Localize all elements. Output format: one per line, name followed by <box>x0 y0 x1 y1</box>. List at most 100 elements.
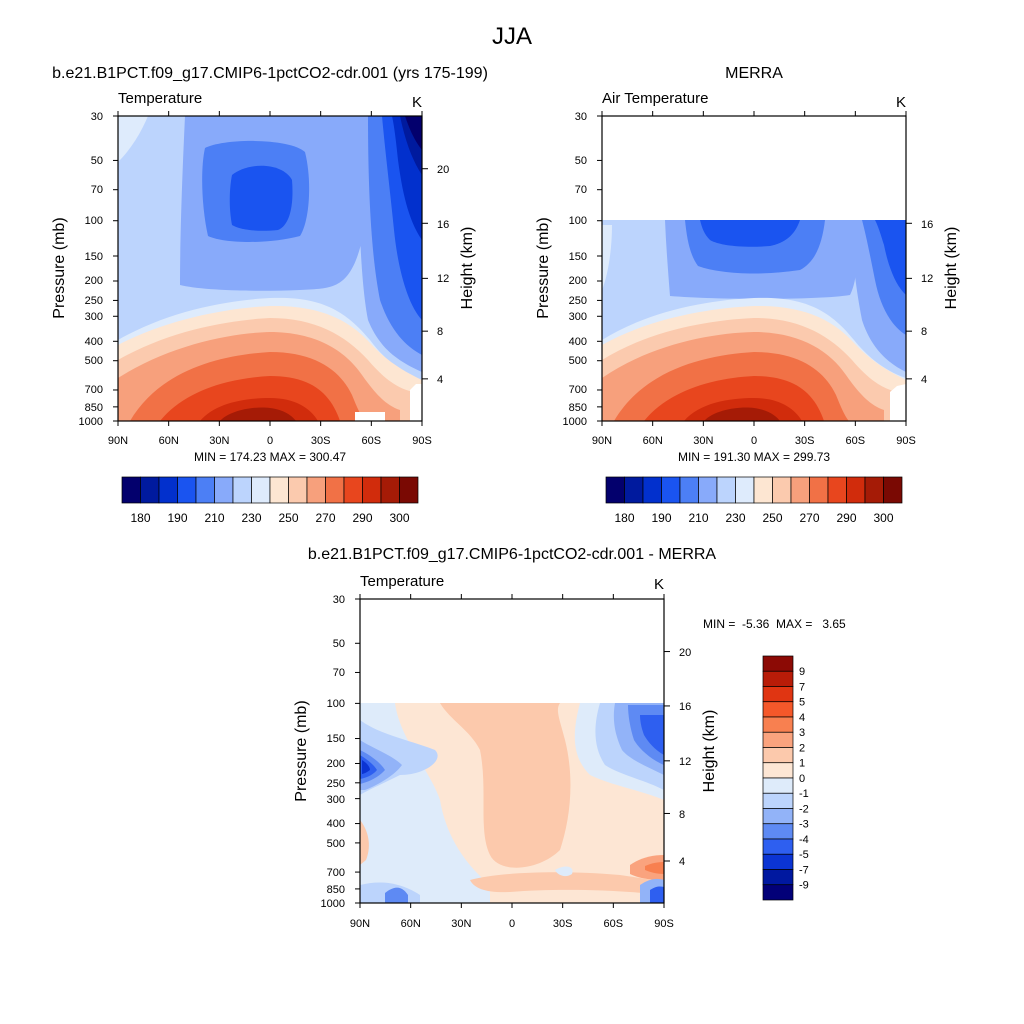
contour-band-neg5 <box>640 715 664 755</box>
panel-title: b.e21.B1PCT.f09_g17.CMIP6-1pctCO2-cdr.00… <box>52 65 488 82</box>
colorbar-label: 270 <box>799 511 819 525</box>
colorbar-swatch <box>177 476 197 504</box>
panel-title: b.e21.B1PCT.f09_g17.CMIP6-1pctCO2-cdr.00… <box>308 546 717 563</box>
contour-band-neg5 <box>650 886 664 903</box>
y-tick-label: 100 <box>85 215 103 227</box>
y-tick-label: 70 <box>333 667 345 679</box>
colorbar-label: 230 <box>241 511 261 525</box>
height-tick-label: 4 <box>921 374 927 386</box>
y-tick-label: 850 <box>327 884 345 896</box>
y-tick-label: 70 <box>91 184 103 196</box>
contour-field <box>118 116 422 421</box>
colorbar-label: 190 <box>651 511 671 525</box>
colorbar-swatch <box>251 476 271 504</box>
x-axis: 90N 60N 30N 0 30S 60S 90S <box>108 435 432 447</box>
colorbar-label: 250 <box>762 511 782 525</box>
colorbar-label: 4 <box>799 712 805 724</box>
colorbar-label: -3 <box>799 819 809 831</box>
min-max-stats: MIN = 174.23 MAX = 300.47 <box>194 450 346 464</box>
colorbar-label: 210 <box>204 511 224 525</box>
x-tick-label: 90N <box>592 435 612 447</box>
y-tick-label: 200 <box>85 275 103 287</box>
y-tick-label: 400 <box>85 336 103 348</box>
colorbar-swatch <box>762 701 794 718</box>
y-tick-label: 100 <box>569 215 587 227</box>
y-axis-title: Pressure (mb) <box>293 700 310 801</box>
y-tick-label: 500 <box>569 355 587 367</box>
colorbar-label: 0 <box>799 773 805 785</box>
panel-merra: MERRA Air Temperature K 90N 60N 3 <box>535 65 960 525</box>
y-tick-label: 30 <box>575 111 587 123</box>
height-tick-label: 16 <box>437 219 449 231</box>
contour-band-neg4 <box>385 887 408 903</box>
height-tick-label: 8 <box>921 326 927 338</box>
colorbar-swatch <box>762 762 794 779</box>
colorbar-swatch <box>380 476 400 504</box>
colorbar-label: 210 <box>688 511 708 525</box>
panel-units-label: K <box>654 576 664 593</box>
x-tick-label: 30S <box>795 435 815 447</box>
colorbar-label: 5 <box>799 697 805 709</box>
y-axis-right-title: Height (km) <box>459 227 476 310</box>
y-tick-label: 30 <box>91 111 103 123</box>
min-max-stats: MIN = 191.30 MAX = 299.73 <box>678 450 830 464</box>
figure-title: JJA <box>492 23 532 50</box>
colorbar-swatch <box>762 670 794 687</box>
contour-band-1 <box>470 872 664 895</box>
x-tick-label: 60N <box>159 435 179 447</box>
contour-field <box>602 220 906 421</box>
colorbar-swatch <box>121 476 141 504</box>
panel-difference: b.e21.B1PCT.f09_g17.CMIP6-1pctCO2-cdr.00… <box>293 546 846 930</box>
x-tick-label: 90S <box>896 435 916 447</box>
y-tick-label: 50 <box>91 155 103 167</box>
contour-band-200 <box>875 220 906 295</box>
colorbar-swatch <box>195 476 215 504</box>
contour-band-neg7 <box>362 760 370 774</box>
y-tick-label: 500 <box>85 355 103 367</box>
colorbar-swatch <box>716 476 736 504</box>
colorbar-swatch <box>762 869 794 886</box>
colorbar-swatch <box>762 838 794 855</box>
x-tick-label: 30N <box>209 435 229 447</box>
colorbar-swatch <box>772 476 792 504</box>
contour-field <box>360 703 664 903</box>
y-tick-label: 150 <box>327 733 345 745</box>
colorbar-swatch <box>362 476 382 504</box>
y-tick-label: 50 <box>333 638 345 650</box>
min-max-stats: MIN = -5.36 MAX = 3.65 <box>703 617 846 631</box>
y-tick-label: 1000 <box>79 416 103 428</box>
y-tick-label: 200 <box>327 758 345 770</box>
colorbar-swatch <box>790 476 810 504</box>
colorbar-swatch <box>762 686 794 703</box>
x-tick-label: 30N <box>693 435 713 447</box>
colorbar-swatch <box>883 476 903 504</box>
x-axis: 90N 60N 30N 0 30S 60S 90S <box>592 435 916 447</box>
height-tick-label: 8 <box>437 326 443 338</box>
x-tick-label: 60S <box>604 918 624 930</box>
x-tick-label: 90S <box>412 435 432 447</box>
missing-data-mask <box>410 384 422 421</box>
colorbar: 180 190 210 230 250 270 290 300 <box>121 476 419 525</box>
y-tick-label: 150 <box>569 251 587 263</box>
colorbar-swatch <box>846 476 866 504</box>
colorbar-swatch <box>762 823 794 840</box>
y-tick-label: 400 <box>569 336 587 348</box>
contour-band-200 <box>229 165 293 231</box>
height-tick-label: 12 <box>679 756 691 768</box>
colorbar-swatch <box>762 808 794 825</box>
y-tick-label: 700 <box>85 384 103 396</box>
colorbar-swatch <box>158 476 178 504</box>
colorbar: 180 190 210 230 250 270 290 300 <box>605 476 903 525</box>
x-tick-label: 60N <box>643 435 663 447</box>
height-tick-label: 16 <box>921 219 933 231</box>
y-tick-label: 400 <box>327 818 345 830</box>
colorbar-label: -9 <box>799 880 809 892</box>
panel-units-label: K <box>896 94 906 111</box>
x-tick-label: 0 <box>751 435 757 447</box>
colorbar-label: 9 <box>799 666 805 678</box>
y-tick-label: 300 <box>327 794 345 806</box>
colorbar-label: 270 <box>315 511 335 525</box>
x-tick-label: 0 <box>509 918 515 930</box>
colorbar-swatch <box>809 476 829 504</box>
